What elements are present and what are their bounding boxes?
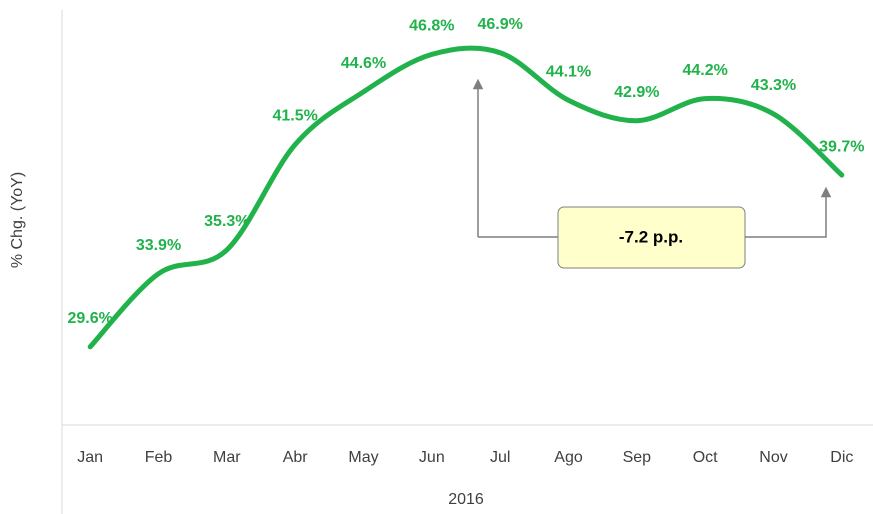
data-label: 33.9% (136, 237, 181, 254)
x-tick-label: Ago (554, 449, 583, 466)
x-tick-label: Jul (490, 449, 510, 466)
data-label: 44.2% (682, 62, 727, 79)
data-label: 29.6% (67, 310, 112, 327)
x-tick-label: Feb (145, 449, 173, 466)
data-label: 43.3% (751, 77, 796, 94)
x-tick-label: Oct (693, 449, 718, 466)
x-tick-label: Sep (623, 449, 652, 466)
data-label: 44.1% (546, 64, 591, 81)
data-label: 35.3% (204, 213, 249, 230)
data-label: 41.5% (272, 108, 317, 125)
annotation-box (557, 206, 746, 269)
x-tick-label: May (348, 449, 378, 466)
data-label: 46.8% (409, 18, 454, 35)
annotation: -7.2 p.p. (619, 227, 683, 246)
line (87, 45, 845, 350)
data-label: 39.7% (819, 138, 864, 155)
y-axis-label: % Chg. (YoY) (9, 172, 26, 268)
x-tick-label: Dic (830, 449, 853, 466)
x-group-label: 2016 (448, 491, 484, 508)
x-tick-label: Mar (213, 449, 241, 466)
x-tick-label: Abr (283, 449, 309, 466)
x-tick-label: Jan (77, 449, 103, 466)
x-tick-label: Nov (759, 449, 787, 466)
x-tick-label: Jun (419, 449, 445, 466)
data-label: 46.9% (477, 16, 522, 33)
data-label: 42.9% (614, 84, 659, 101)
data-label: 44.6% (341, 55, 386, 72)
